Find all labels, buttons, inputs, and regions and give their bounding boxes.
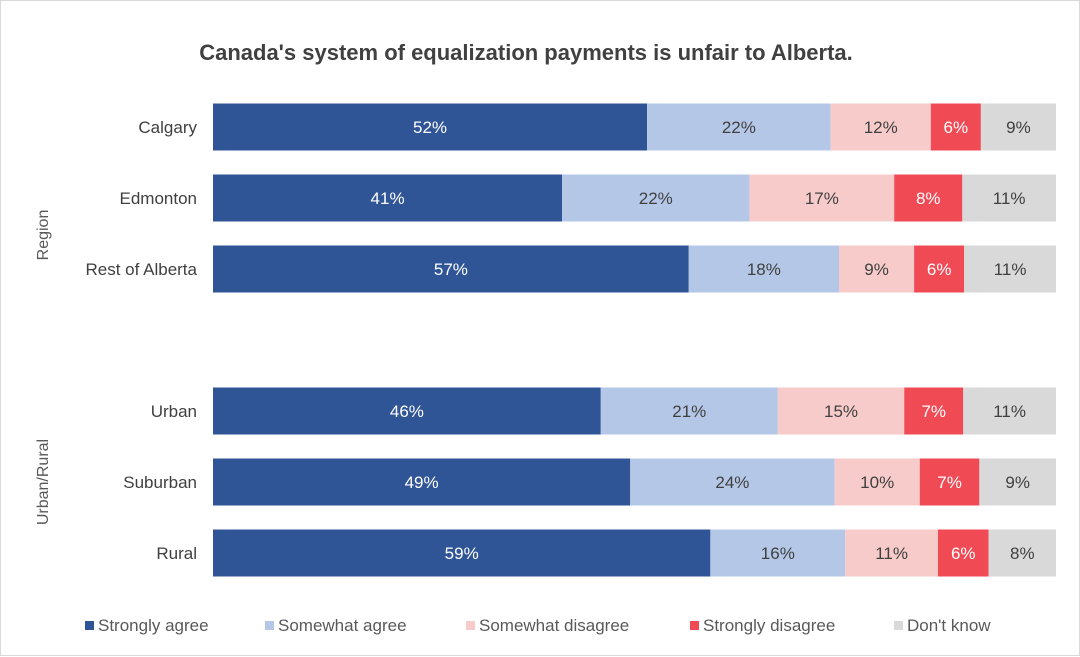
data-label-suburban-somewhat-disagree: 10% <box>860 473 894 492</box>
bar-edmonton-somewhat-agree <box>562 174 750 222</box>
data-label-urban-don-t-know: 11% <box>993 402 1026 421</box>
legend-label-somewhat-disagree: Somewhat disagree <box>479 616 629 635</box>
bar-edmonton-don-t-know <box>962 174 1056 222</box>
chart-title: Canada's system of equalization payments… <box>199 40 853 65</box>
data-label-calgary-strongly-agree: 52% <box>413 118 447 137</box>
bar-rest-of-alberta-strongly-agree <box>213 245 689 293</box>
data-label-rural-strongly-disagree: 6% <box>951 544 976 563</box>
bar-rural-strongly-agree <box>213 529 711 577</box>
group-label-region: Region <box>35 210 52 261</box>
data-label-urban-somewhat-agree: 21% <box>672 402 706 421</box>
data-label-edmonton-somewhat-agree: 22% <box>639 189 673 208</box>
bar-rest-of-alberta-somewhat-disagree <box>838 245 915 293</box>
data-label-edmonton-strongly-agree: 41% <box>371 189 405 208</box>
bar-calgary-strongly-agree <box>213 103 648 151</box>
bar-urban-don-t-know <box>963 387 1056 435</box>
group-label-urban-rural: Urban/Rural <box>35 439 52 525</box>
data-label-rest-of-alberta-somewhat-agree: 18% <box>747 260 781 279</box>
category-label-urban: Urban <box>151 402 197 421</box>
data-label-rural-somewhat-agree: 16% <box>761 544 795 563</box>
bar-urban-strongly-agree <box>213 387 601 435</box>
category-label-suburban: Suburban <box>123 473 197 492</box>
legend-label-don-t-know: Don't know <box>907 616 991 635</box>
bar-rural-somewhat-agree <box>710 529 846 577</box>
group-labels-layer: Region Urban/Rural <box>35 210 52 525</box>
legend-label-strongly-disagree: Strongly disagree <box>703 616 835 635</box>
category-labels-layer: Calgary Edmonton Rest of Alberta Urban Subur… <box>85 118 197 563</box>
bar-suburban-somewhat-disagree <box>834 458 920 506</box>
bar-urban-strongly-disagree <box>904 387 964 435</box>
data-label-rural-don-t-know: 8% <box>1010 544 1035 563</box>
data-label-calgary-somewhat-agree: 22% <box>722 118 756 137</box>
data-label-rest-of-alberta-somewhat-disagree: 9% <box>864 260 889 279</box>
bar-rest-of-alberta-don-t-know <box>964 245 1056 293</box>
data-label-suburban-strongly-disagree: 7% <box>937 473 962 492</box>
legend-label-strongly-agree: Strongly agree <box>98 616 209 635</box>
data-label-rest-of-alberta-don-t-know: 11% <box>994 260 1027 279</box>
data-label-suburban-somewhat-agree: 24% <box>715 473 749 492</box>
bar-suburban-somewhat-agree <box>630 458 835 506</box>
data-label-urban-strongly-agree: 46% <box>390 402 424 421</box>
data-label-edmonton-don-t-know: 11% <box>993 189 1026 208</box>
data-label-suburban-strongly-agree: 49% <box>405 473 439 492</box>
bar-urban-somewhat-agree <box>600 387 778 435</box>
data-label-rural-strongly-agree: 59% <box>445 544 479 563</box>
bar-suburban-strongly-disagree <box>919 458 980 506</box>
legend-swatch-somewhat-agree <box>265 621 274 630</box>
category-label-edmonton: Edmonton <box>120 189 198 208</box>
bar-rest-of-alberta-somewhat-agree <box>688 245 839 293</box>
legend-swatch-don-t-know <box>894 621 903 630</box>
category-label-rural: Rural <box>156 544 197 563</box>
bar-calgary-don-t-know <box>980 103 1056 151</box>
data-label-calgary-don-t-know: 9% <box>1006 118 1031 137</box>
legend-label-somewhat-agree: Somewhat agree <box>278 616 407 635</box>
bar-edmonton-somewhat-disagree <box>749 174 895 222</box>
bar-rest-of-alberta-strongly-disagree <box>914 245 965 293</box>
bar-rural-don-t-know <box>988 529 1056 577</box>
bar-rural-somewhat-disagree <box>845 529 938 577</box>
data-label-rest-of-alberta-strongly-disagree: 6% <box>927 260 952 279</box>
bar-suburban-don-t-know <box>979 458 1056 506</box>
legend-swatch-somewhat-disagree <box>466 621 475 630</box>
legend-swatch-strongly-agree <box>85 621 94 630</box>
bar-edmonton-strongly-agree <box>213 174 563 222</box>
legend: Strongly agree Somewhat agree Somewhat dis… <box>85 616 991 635</box>
data-label-urban-strongly-disagree: 7% <box>921 402 946 421</box>
category-label-calgary: Calgary <box>138 118 197 137</box>
data-label-calgary-somewhat-disagree: 12% <box>864 118 898 137</box>
data-label-edmonton-somewhat-disagree: 17% <box>805 189 839 208</box>
data-label-urban-somewhat-disagree: 15% <box>824 402 858 421</box>
category-label-rest-of-alberta: Rest of Alberta <box>85 260 197 279</box>
bar-calgary-somewhat-agree <box>647 103 831 151</box>
data-label-rest-of-alberta-strongly-agree: 57% <box>434 260 468 279</box>
data-label-calgary-strongly-disagree: 6% <box>944 118 969 137</box>
bars-layer: 52% 22% 12% 6% 9% 41% 22% 17% 8% 11% 57% 18% 9% 6% 11%… <box>213 103 1056 577</box>
legend-swatch-strongly-disagree <box>690 621 699 630</box>
data-label-rural-somewhat-disagree: 11% <box>875 544 908 563</box>
bar-calgary-strongly-disagree <box>930 103 981 151</box>
bar-calgary-somewhat-disagree <box>830 103 931 151</box>
data-label-suburban-don-t-know: 9% <box>1005 473 1030 492</box>
data-label-edmonton-strongly-disagree: 8% <box>916 189 941 208</box>
bar-urban-somewhat-disagree <box>777 387 905 435</box>
bar-rural-strongly-disagree <box>937 529 989 577</box>
bar-edmonton-strongly-disagree <box>894 174 963 222</box>
bar-suburban-strongly-agree <box>213 458 631 506</box>
